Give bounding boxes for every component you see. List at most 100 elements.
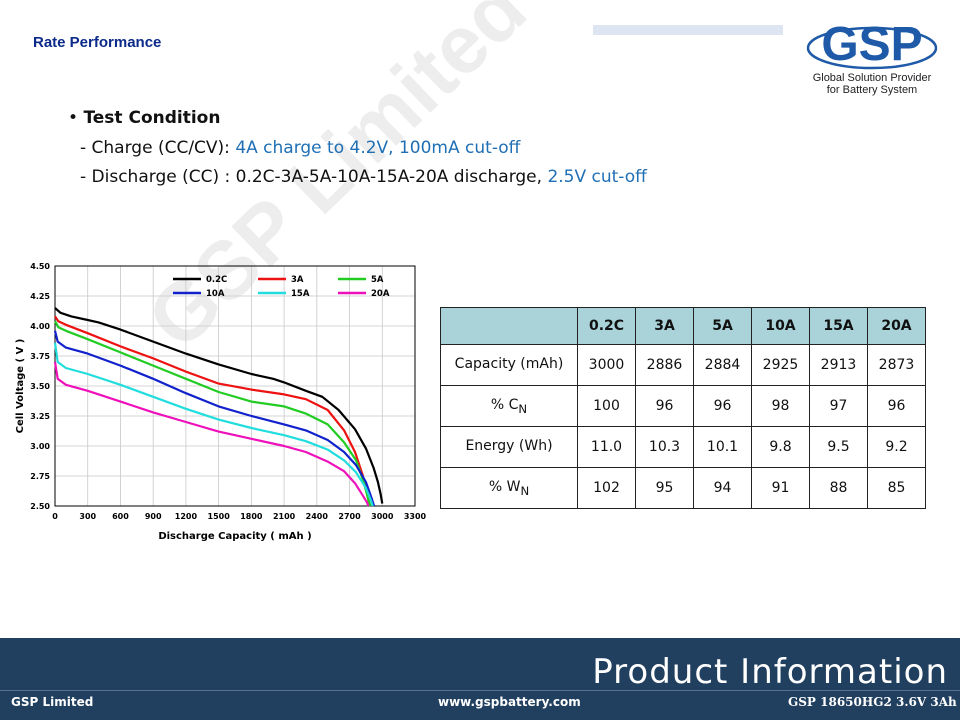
x-tick-label: 3000: [371, 512, 394, 521]
y-tick-label: 3.50: [30, 382, 50, 391]
y-tick-label: 3.25: [30, 412, 50, 421]
chart-legend: 0.2C 3A 5A 10A 15A 20A: [173, 275, 390, 299]
legend-label-0.2C: 0.2C: [206, 275, 227, 285]
gsp-logo-mark: GSP: [806, 18, 938, 71]
x-tick-label: 1200: [175, 512, 198, 521]
table-cell: 2886: [635, 344, 694, 386]
x-tick-label: 900: [145, 512, 162, 521]
company-logo: GSP Global Solution Provider for Battery…: [804, 10, 940, 102]
row-label: Energy (Wh): [440, 426, 578, 468]
table-cell: 91: [751, 467, 810, 509]
y-tick-label: 2.75: [30, 472, 50, 481]
x-tick-label: 1500: [208, 512, 231, 521]
table-header-cell: 0.2C: [577, 307, 636, 345]
logo-letters: GSP: [821, 18, 922, 71]
discharge-condition: - Discharge (CC) : 0.2C-3A-5A-10A-15A-20…: [80, 167, 647, 187]
legend-label-20A: 20A: [371, 289, 390, 299]
y-tick-label: 2.50: [30, 502, 50, 511]
footer-website-link[interactable]: www.gspbattery.com: [438, 695, 581, 709]
rate-performance-chart: 0 300 600 900 1200 1500 1800 2100 2400 2700 3000 33…: [15, 262, 427, 542]
table-cell: 9.2: [867, 426, 926, 468]
table-cell: 9.5: [809, 426, 868, 468]
table-cell: 2884: [693, 344, 752, 386]
table-row: Energy (Wh) 11.0 10.3 10.1 9.8 9.5 9.2: [440, 426, 926, 468]
y-tick-label: 3.75: [30, 352, 50, 361]
logo-orbit: [806, 26, 938, 70]
table-cell: 100: [577, 385, 636, 427]
series-line-15A: [53, 342, 374, 507]
row-label-sub: N: [520, 483, 530, 498]
table-cell: 2873: [867, 344, 926, 386]
table-cell: 2925: [751, 344, 810, 386]
row-label-sub: N: [518, 401, 528, 416]
plot-frame: [54, 265, 416, 507]
table-cell: 96: [635, 385, 694, 427]
y-tick-label: 4.25: [30, 292, 50, 301]
rate-table: 0.2C 3A 5A 10A 15A 20A Capacity (mAh) 30…: [440, 307, 926, 509]
header-accent-bar: [593, 25, 783, 35]
table-header-cell: 10A: [751, 307, 810, 345]
table-row: % WN 102 95 94 91 88 85: [440, 467, 926, 509]
row-label-text: % W: [488, 478, 521, 495]
row-label: % WN: [440, 467, 578, 509]
x-tick-label: 0: [52, 512, 58, 521]
footer-bar: [0, 638, 960, 720]
table-cell: 3000: [577, 344, 636, 386]
x-tick-label: 2400: [306, 512, 329, 521]
series-line-5A: [54, 320, 372, 507]
table-cell: 96: [693, 385, 752, 427]
table-cell: 11.0: [577, 426, 636, 468]
legend-label-15A: 15A: [291, 289, 310, 299]
table-cell: 10.3: [635, 426, 694, 468]
table-cell: 96: [867, 385, 926, 427]
table-cell: 85: [867, 467, 926, 509]
table-cell: 102: [577, 467, 636, 509]
footer-divider: [0, 690, 960, 691]
table-row: Capacity (mAh) 3000 2886 2884 2925 2913 …: [440, 344, 926, 386]
series-line-10A: [53, 330, 376, 507]
y-tick-label: 4.50: [30, 262, 50, 271]
chart-curves: [53, 307, 384, 507]
footer-model: GSP 18650HG2 3.6V 3Ah: [788, 695, 957, 709]
charge-prefix: - Charge (CC/CV):: [80, 138, 236, 158]
row-label: Capacity (mAh): [440, 344, 578, 386]
table-header-cell: 3A: [635, 307, 694, 345]
x-tick-label: 1800: [240, 512, 263, 521]
table-cell: 95: [635, 467, 694, 509]
table-cell: 9.8: [751, 426, 810, 468]
heading-text: Test Condition: [83, 108, 221, 128]
table-header-cell: 5A: [693, 307, 752, 345]
logo-tagline-1: Global Solution Provider: [812, 72, 932, 84]
logo-tagline-2: for Battery System: [826, 84, 918, 96]
x-tick-label: 2700: [338, 512, 361, 521]
charge-condition: - Charge (CC/CV): 4A charge to 4.2V, 100…: [80, 138, 520, 158]
table-header-cell: 15A: [809, 307, 868, 345]
section-title: Rate Performance: [33, 34, 162, 51]
x-tick-label: 600: [112, 512, 129, 521]
row-label-text: Energy (Wh): [465, 437, 553, 454]
row-label-text: % C: [490, 396, 519, 413]
series-line-0.2C: [54, 307, 384, 504]
chart-ticks: 0 300 600 900 1200 1500 1800 2100 2400 2700 3000 33…: [30, 262, 426, 521]
table-row: % CN 100 96 96 98 97 96: [440, 385, 926, 427]
table-cell: 2913: [809, 344, 868, 386]
y-tick-label: 3.00: [30, 442, 50, 451]
table-cell: 94: [693, 467, 752, 509]
table-cell: 88: [809, 467, 868, 509]
y-axis-label: Cell Voltage ( V ): [15, 339, 26, 434]
discharge-prefix: - Discharge (CC) : 0.2C-3A-5A-10A-15A-20…: [80, 167, 548, 187]
legend-label-5A: 5A: [371, 275, 384, 285]
row-label: % CN: [440, 385, 578, 427]
table-header-cell: [440, 307, 578, 345]
legend-label-3A: 3A: [291, 275, 304, 285]
series-line-20A: [53, 361, 370, 507]
discharge-value: 2.5V cut-off: [547, 167, 647, 187]
legend-label-10A: 10A: [206, 289, 225, 299]
charge-value: 4A charge to 4.2V, 100mA cut-off: [235, 138, 521, 158]
x-tick-label: 3300: [404, 512, 427, 521]
x-tick-label: 2100: [273, 512, 296, 521]
table-header-cell: 20A: [867, 307, 926, 345]
series-line-3A: [54, 315, 371, 504]
table-cell: 97: [809, 385, 868, 427]
table-cell: 98: [751, 385, 810, 427]
